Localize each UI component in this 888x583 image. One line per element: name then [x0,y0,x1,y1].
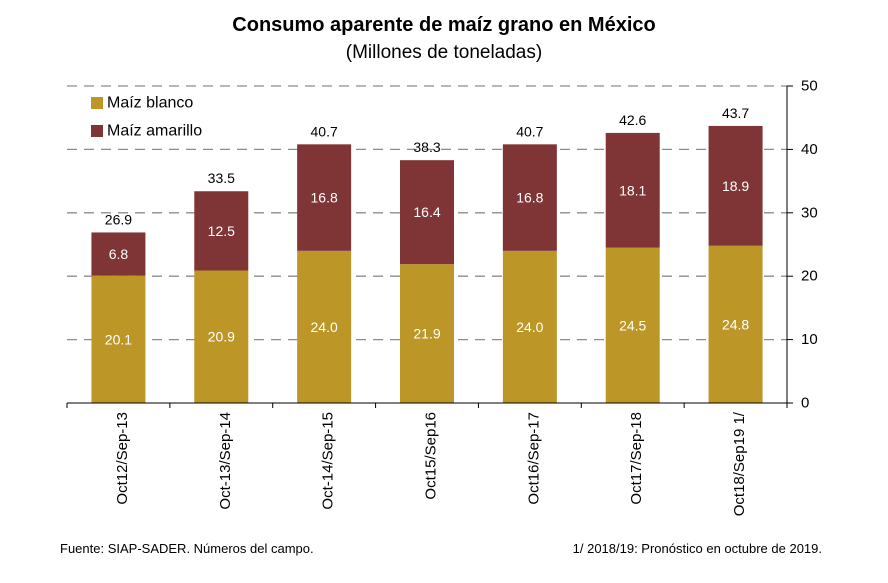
data-label-blanco-4: 24.0 [516,319,543,335]
bar-amarillo-4 [502,144,557,251]
bar-amarillo-6 [708,125,763,246]
bar-blanco-2 [297,250,352,403]
x-tick-label-4: Oct16/Sep-17 [525,412,542,505]
data-label-amarillo-2: 16.8 [311,190,338,206]
y-tick-label-30: 30 [801,204,818,221]
total-label-4: 40.7 [516,123,543,139]
total-label-2: 40.7 [311,123,338,139]
y-tick-label-10: 10 [801,331,818,348]
total-label-6: 43.7 [722,105,749,121]
legend-swatch-amarillo [91,125,103,137]
data-label-amarillo-4: 16.8 [516,190,543,206]
data-label-blanco-1: 20.9 [208,329,235,345]
bar-amarillo-1 [194,191,249,271]
x-tick-label-0: Oct12/Sep-13 [114,412,131,505]
x-tick-label-3: Oct15/Sep16 [423,412,440,500]
bar-amarillo-5 [605,132,660,248]
data-label-amarillo-1: 12.5 [208,223,235,239]
y-tick-label-40: 40 [801,141,818,158]
data-label-blanco-0: 20.1 [105,331,132,347]
y-tick-label-0: 0 [801,395,809,412]
total-label-1: 33.5 [208,170,235,186]
source-footnote: Fuente: SIAP-SADER. Números del campo. [60,541,314,556]
data-label-blanco-3: 21.9 [413,326,440,342]
legend-swatch-blanco [91,97,103,109]
chart-title: Consumo aparente de maíz grano en México [232,14,656,36]
bar-amarillo-3 [400,160,454,265]
bar-blanco-6 [708,245,763,403]
total-label-5: 42.6 [619,112,646,128]
y-tick-label-20: 20 [801,268,818,285]
legend-label-amarillo: Maíz amarillo [107,123,202,140]
total-label-0: 26.9 [105,211,132,227]
x-tick-label-2: Oct-14/Sep-15 [320,412,337,510]
y-tick-label-50: 50 [801,78,818,95]
data-label-amarillo-5: 18.1 [619,182,646,198]
bar-blanco-3 [400,264,454,403]
bar-amarillo-2 [297,144,352,251]
total-label-3: 38.3 [413,139,440,155]
data-label-amarillo-3: 16.4 [413,204,440,220]
data-label-blanco-2: 24.0 [311,319,338,335]
data-label-amarillo-6: 18.9 [722,178,749,194]
x-tick-label-1: Oct-13/Sep-14 [217,412,234,510]
bar-blanco-5 [605,247,660,403]
x-tick-label-6: Oct18/Sep19 1/ [731,411,748,516]
bar-blanco-4 [502,250,557,403]
chart-subtitle: (Millones de toneladas) [345,42,543,63]
data-label-blanco-5: 24.5 [619,317,646,333]
data-label-amarillo-0: 6.8 [109,246,129,262]
forecast-footnote: 1/ 2018/19: Pronóstico en octubre de 201… [572,541,822,556]
legend-label-blanco: Maíz blanco [107,95,193,112]
bar-blanco-0 [91,275,146,403]
x-tick-label-5: Oct17/Sep-18 [628,412,645,505]
bar-amarillo-0 [91,232,146,276]
bar-blanco-1 [194,270,249,403]
data-label-blanco-6: 24.8 [722,316,749,332]
